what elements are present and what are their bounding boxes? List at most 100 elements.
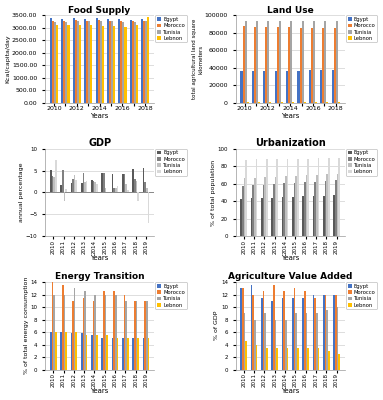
Bar bbox=[113, 26, 115, 103]
Bar bbox=[112, 174, 113, 192]
Bar bbox=[295, 176, 297, 236]
Bar bbox=[244, 313, 246, 370]
Bar bbox=[148, 338, 149, 370]
Bar bbox=[127, 190, 129, 192]
Bar bbox=[90, 25, 92, 103]
Bar bbox=[261, 298, 263, 370]
Bar bbox=[309, 70, 311, 103]
Bar bbox=[91, 180, 93, 192]
Bar bbox=[144, 182, 146, 192]
Bar bbox=[258, 102, 260, 103]
Bar bbox=[55, 160, 57, 192]
Bar bbox=[254, 178, 256, 236]
Bar bbox=[55, 332, 57, 370]
Bar bbox=[101, 26, 104, 103]
Bar bbox=[315, 102, 317, 103]
Bar bbox=[285, 320, 287, 370]
Bar bbox=[282, 197, 283, 236]
Bar bbox=[242, 26, 245, 103]
Bar bbox=[143, 168, 144, 192]
Bar bbox=[316, 175, 318, 236]
Bar bbox=[127, 338, 129, 370]
Bar bbox=[136, 25, 138, 103]
Bar bbox=[307, 348, 309, 370]
Bar bbox=[113, 291, 115, 370]
Bar bbox=[272, 301, 273, 370]
Bar bbox=[273, 184, 275, 236]
Bar bbox=[246, 160, 247, 236]
Bar bbox=[53, 177, 55, 192]
Bar bbox=[64, 294, 65, 370]
Bar bbox=[295, 313, 297, 370]
Bar bbox=[325, 294, 326, 370]
Bar bbox=[275, 320, 277, 370]
Legend: Egypt, Morocco, Tunisia, Lebnon: Egypt, Morocco, Tunisia, Lebnon bbox=[155, 149, 187, 176]
Title: GDP: GDP bbox=[88, 138, 111, 148]
Bar bbox=[109, 20, 111, 103]
X-axis label: Years: Years bbox=[281, 388, 300, 394]
Bar bbox=[96, 184, 98, 192]
Bar bbox=[134, 301, 136, 370]
Bar bbox=[277, 159, 278, 236]
Bar bbox=[82, 173, 84, 192]
Bar bbox=[122, 338, 124, 370]
Bar bbox=[252, 294, 254, 370]
Bar bbox=[93, 301, 95, 370]
Bar bbox=[318, 158, 319, 236]
Bar bbox=[318, 348, 319, 370]
Bar bbox=[265, 27, 267, 103]
Bar bbox=[252, 185, 254, 236]
Bar bbox=[283, 291, 285, 370]
Y-axis label: annual percentage: annual percentage bbox=[19, 163, 24, 222]
Bar bbox=[294, 288, 295, 370]
Bar bbox=[117, 186, 118, 192]
Bar bbox=[72, 179, 74, 192]
Bar bbox=[277, 348, 278, 370]
Bar bbox=[122, 174, 124, 192]
Bar bbox=[267, 20, 269, 103]
Bar bbox=[52, 21, 54, 103]
Bar bbox=[63, 21, 65, 103]
Bar bbox=[251, 285, 252, 370]
Bar bbox=[52, 176, 53, 192]
Bar bbox=[266, 348, 268, 370]
Bar bbox=[264, 313, 266, 370]
Bar bbox=[124, 26, 126, 103]
Bar bbox=[95, 18, 98, 103]
Y-axis label: % of total energy consumption: % of total energy consumption bbox=[24, 277, 29, 374]
Legend: Egypt, Morocco, Tunisia, Lebnon: Egypt, Morocco, Tunisia, Lebnon bbox=[155, 282, 187, 309]
Bar bbox=[56, 25, 58, 103]
Bar bbox=[302, 196, 304, 236]
Bar bbox=[115, 294, 117, 370]
Bar bbox=[272, 198, 273, 236]
Bar bbox=[287, 159, 288, 236]
Bar bbox=[286, 70, 288, 103]
Bar bbox=[306, 175, 307, 236]
Bar bbox=[334, 28, 336, 103]
Bar bbox=[143, 338, 144, 370]
Y-axis label: % of total population: % of total population bbox=[211, 159, 216, 226]
Bar bbox=[124, 294, 125, 370]
Bar bbox=[143, 20, 145, 103]
Bar bbox=[125, 184, 127, 192]
Bar bbox=[133, 338, 134, 370]
Bar bbox=[288, 27, 290, 103]
Bar bbox=[105, 294, 106, 370]
Bar bbox=[54, 22, 56, 103]
Bar bbox=[113, 188, 115, 192]
Bar bbox=[125, 301, 127, 370]
Bar bbox=[290, 22, 292, 103]
Bar bbox=[96, 335, 98, 370]
Bar bbox=[101, 338, 103, 370]
Bar bbox=[306, 313, 307, 370]
Bar bbox=[251, 198, 252, 236]
Bar bbox=[65, 22, 67, 103]
Bar bbox=[279, 20, 281, 103]
Bar bbox=[285, 176, 287, 236]
Bar bbox=[82, 298, 84, 370]
Bar bbox=[287, 348, 288, 370]
Bar bbox=[298, 70, 300, 103]
Bar bbox=[107, 19, 109, 103]
Bar bbox=[65, 332, 67, 370]
Bar bbox=[336, 22, 338, 103]
